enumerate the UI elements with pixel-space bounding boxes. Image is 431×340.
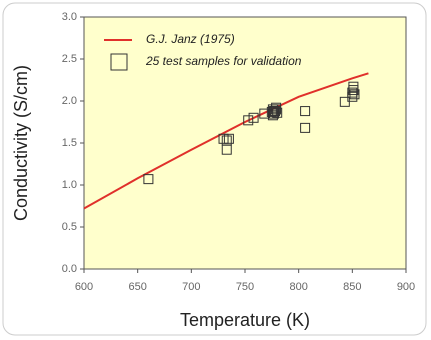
data-point: [243, 115, 254, 126]
data-point: [347, 87, 358, 98]
data-point: [143, 174, 154, 185]
legend-label: 25 test samples for validation: [145, 54, 302, 68]
x-tick-label: 850: [343, 281, 361, 293]
y-tick-label: 0.5: [62, 221, 77, 233]
x-tick-label: 800: [289, 281, 307, 293]
x-tick-label: 650: [128, 281, 146, 293]
x-tick-label: 700: [182, 281, 200, 293]
data-point: [221, 144, 232, 155]
data-line: [83, 72, 369, 210]
y-tick-label: 3.0: [62, 11, 77, 23]
x-tick-label: 750: [236, 281, 254, 293]
data-point: [223, 133, 234, 144]
y-tick-label: 0.0: [62, 263, 77, 275]
x-axis-label: Temperature (K): [180, 310, 310, 330]
x-tick-label: 900: [397, 281, 415, 293]
x-tick-label: 600: [75, 281, 93, 293]
data-point: [248, 112, 259, 123]
y-tick-label: 2.5: [62, 53, 77, 65]
data-point: [339, 96, 350, 107]
data-point: [300, 106, 311, 117]
y-axis-label: Conductivity (S/cm): [11, 65, 31, 221]
y-tick-label: 1.5: [62, 137, 77, 149]
data-point: [271, 102, 282, 113]
legend-marker: [110, 53, 128, 71]
data-point: [348, 81, 359, 92]
legend-label: G.J. Janz (1975): [146, 32, 235, 46]
data-point: [300, 122, 311, 133]
data-point: [268, 106, 279, 117]
y-tick-label: 2.0: [62, 95, 77, 107]
data-point: [218, 133, 229, 144]
data-point: [349, 89, 360, 100]
y-tick-label: 1.0: [62, 179, 77, 191]
plot-area: [83, 16, 407, 270]
